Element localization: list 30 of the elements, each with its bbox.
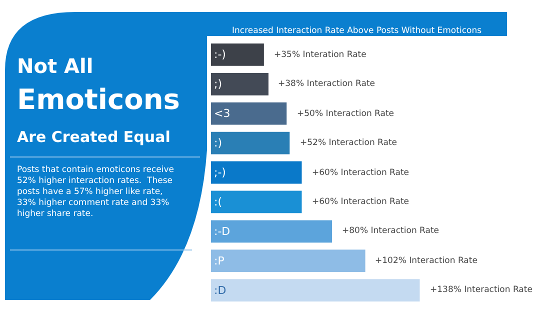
y-tick-label: :-): [214, 48, 226, 62]
bar: [211, 279, 420, 302]
y-tick-label: <3: [214, 107, 230, 120]
bar: [211, 132, 290, 154]
y-tick-label: :D: [214, 284, 226, 297]
y-tick-label: :-D: [214, 224, 230, 238]
text: Posts that contain emoticons receive 52% higher interaction rates. These posts have a 57% higher like rate, 33% higher comment rate and 33% higher share rate.: [17, 165, 174, 220]
y-tick-label: ;): [214, 78, 222, 91]
data-label: +138% Interaction Rate: [430, 285, 532, 295]
text: Not All Emoticons Are Created Equal: [17, 54, 180, 146]
y-tick-label: :P: [214, 254, 225, 268]
bar: [211, 220, 332, 243]
bar: [211, 161, 302, 184]
data-label: +102% Interaction Rate: [375, 256, 478, 266]
bar: [211, 190, 302, 214]
data-label: +60% Interaction Rate: [312, 197, 410, 207]
data-label: +35% Interation Rate: [274, 50, 366, 60]
bar: [211, 72, 268, 96]
data-label: +80% Interaction Rate: [342, 226, 440, 236]
data-label: +52% Interaction Rate: [300, 138, 398, 148]
bar: [211, 102, 287, 125]
bar: [211, 250, 366, 272]
data-label: +50% Interaction Rate: [297, 109, 394, 119]
chart-subtitle: Increased Interaction Rate Above Posts Without Emoticons: [232, 26, 482, 36]
y-tick-label: :): [214, 136, 222, 150]
y-tick-label: ;-): [214, 166, 226, 179]
bar: [211, 44, 264, 66]
data-label: +60% Interaction Rate: [312, 168, 410, 178]
data-label: +38% Interaction Rate: [278, 79, 376, 89]
y-tick-label: :(: [214, 195, 222, 208]
